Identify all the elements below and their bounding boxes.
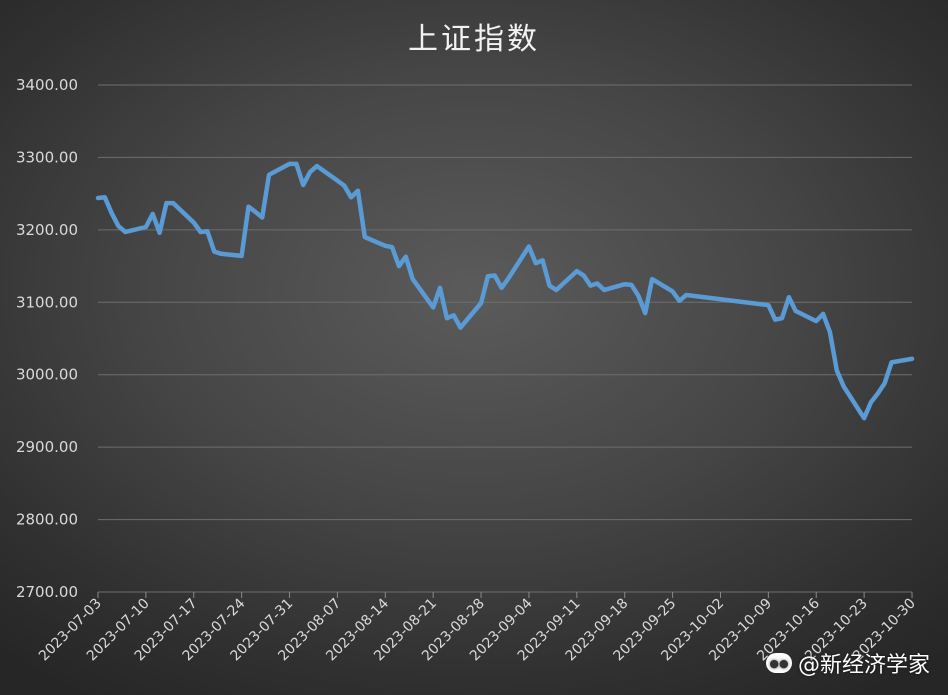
y-tick-label: 2900.00 [16, 438, 78, 456]
y-tick-label: 3000.00 [16, 366, 78, 384]
y-tick-label: 3200.00 [16, 221, 78, 239]
grid-lines [98, 84, 912, 593]
series-line [95, 161, 915, 421]
y-axis-tick-labels: 3400.00 3300.00 3200.00 3100.00 3000.00 2900.… [16, 76, 78, 601]
paw-icon: ●● [765, 653, 792, 673]
y-tick-label: 3400.00 [16, 76, 78, 94]
chart-title: 上证指数 [408, 22, 540, 57]
watermark-text: @新经济学家 [797, 653, 930, 678]
y-tick-label: 2800.00 [16, 511, 78, 529]
watermark: ●● @新经济学家 [765, 647, 930, 679]
y-tick-label: 2700.00 [16, 583, 78, 601]
y-tick-label: 3300.00 [16, 148, 78, 166]
series-layer [95, 161, 915, 421]
y-tick-label: 3100.00 [16, 293, 78, 311]
